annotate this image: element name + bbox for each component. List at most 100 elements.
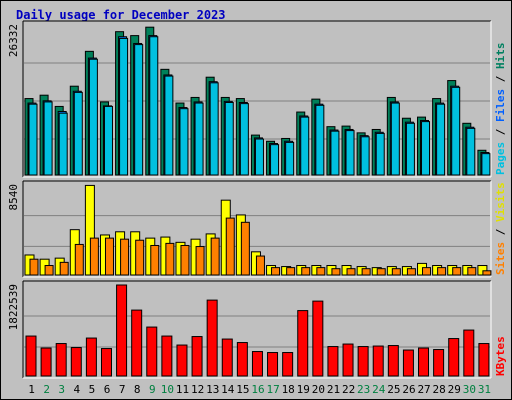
pages-bar [88, 58, 98, 176]
legend-entry-sites: Sites [494, 242, 507, 275]
sites-bar [59, 261, 69, 276]
x-tick-label: 16 [251, 383, 264, 396]
pages-bar [345, 130, 355, 176]
sites-bar [104, 237, 114, 276]
x-tick-label: 6 [104, 383, 111, 396]
x-tick-label: 27 [417, 383, 430, 396]
x-tick-label: 23 [357, 383, 370, 396]
sites-bar [180, 244, 190, 276]
x-tick-label: 25 [387, 383, 400, 396]
legend-entry-visits: Visits [494, 182, 507, 222]
legend-separator: / [494, 222, 507, 242]
pages-bar [405, 122, 415, 176]
pages-bar [58, 112, 68, 176]
legend-separator: / [494, 69, 507, 89]
y-max-label: 1822539 [7, 284, 20, 330]
kbytes-bar [433, 349, 445, 377]
pages-bar [179, 108, 189, 176]
kbytes-bar [327, 346, 339, 377]
pages-bar [330, 130, 340, 176]
x-tick-label: 3 [58, 383, 65, 396]
kbytes-bar [267, 352, 279, 377]
kbytes-bar [161, 335, 173, 377]
pages-bar [315, 104, 325, 176]
x-tick-label: 31 [478, 383, 491, 396]
x-tick-label: 7 [119, 383, 126, 396]
x-tick-label: 19 [297, 383, 310, 396]
kbytes-bar [206, 299, 218, 377]
legend-entry-kbytes: KBytes [494, 336, 507, 376]
x-tick-label: 5 [89, 383, 96, 396]
x-tick-label: 8 [134, 383, 141, 396]
pages-bar [134, 44, 144, 176]
sites-bar [422, 267, 432, 276]
kbytes-bar [55, 343, 67, 377]
sites-bar [120, 238, 130, 276]
kbytes-bar [448, 338, 460, 377]
sites-bar [376, 268, 386, 276]
x-tick-label: 11 [176, 383, 189, 396]
pages-bar [194, 102, 204, 176]
x-tick-label: 26 [402, 383, 415, 396]
pages-bar [421, 121, 431, 176]
pages-bar [119, 37, 129, 176]
kbytes-bar [251, 351, 263, 377]
sites-bar [210, 237, 220, 276]
x-tick-label: 14 [221, 383, 235, 396]
kbytes-legend: KBytes [494, 336, 507, 376]
x-tick-label: 28 [433, 383, 446, 396]
sites-bar [74, 243, 84, 276]
pages-bar [390, 102, 400, 176]
sites-bar [240, 221, 250, 276]
kbytes-bar [85, 337, 97, 377]
sites-bar [44, 265, 54, 276]
sites-bar [467, 267, 477, 276]
pages-bar [436, 103, 446, 176]
legend-separator: / [494, 122, 507, 142]
kbytes-bar [418, 347, 430, 377]
x-tick-label: 12 [191, 383, 204, 396]
sites-bar [29, 258, 39, 276]
x-tick-label: 18 [282, 383, 295, 396]
legend-entry-hits: Hits [494, 43, 507, 70]
sites-bar [135, 239, 145, 276]
sites-bar [437, 267, 447, 276]
x-tick-label: 21 [327, 383, 340, 396]
pages-bar [481, 153, 491, 176]
pages-bar [270, 144, 280, 176]
kbytes-bar [357, 346, 369, 377]
x-tick-label: 29 [448, 383, 461, 396]
pages-bar [209, 82, 219, 176]
kbytes-bar [402, 349, 414, 377]
chart-title: Daily usage for December 2023 [16, 8, 226, 22]
sites-bar [255, 255, 265, 276]
kbytes-bar [282, 352, 294, 377]
kbytes-bar [100, 348, 112, 377]
hits-legend: Pages / Files / Hits [494, 43, 507, 176]
kbytes-bar [25, 335, 37, 377]
pages-bar [73, 91, 83, 176]
kbytes-bar [297, 310, 309, 377]
sites-bar [346, 268, 356, 276]
kbytes-bar [176, 344, 188, 377]
sites-bar [331, 268, 341, 276]
sites-bar [165, 242, 175, 276]
sites-bar [406, 268, 416, 276]
x-tick-label: 30 [463, 383, 476, 396]
x-tick-label: 24 [372, 383, 386, 396]
sites-bar [482, 270, 492, 276]
sites-bar [391, 268, 401, 276]
x-tick-label: 4 [74, 383, 81, 396]
kbytes-bar [478, 343, 490, 377]
sites-bar [195, 246, 205, 276]
x-tick-label: 15 [236, 383, 249, 396]
kbytes-bar [342, 343, 354, 377]
y-max-label: 8540 [7, 184, 20, 211]
kbytes-bar [312, 300, 324, 377]
x-tick-label: 20 [312, 383, 325, 396]
kbytes-bar [372, 345, 384, 377]
pages-bar [149, 36, 159, 176]
pages-bar [28, 103, 38, 176]
sites-bar [286, 267, 296, 276]
sites-bar [452, 267, 462, 276]
